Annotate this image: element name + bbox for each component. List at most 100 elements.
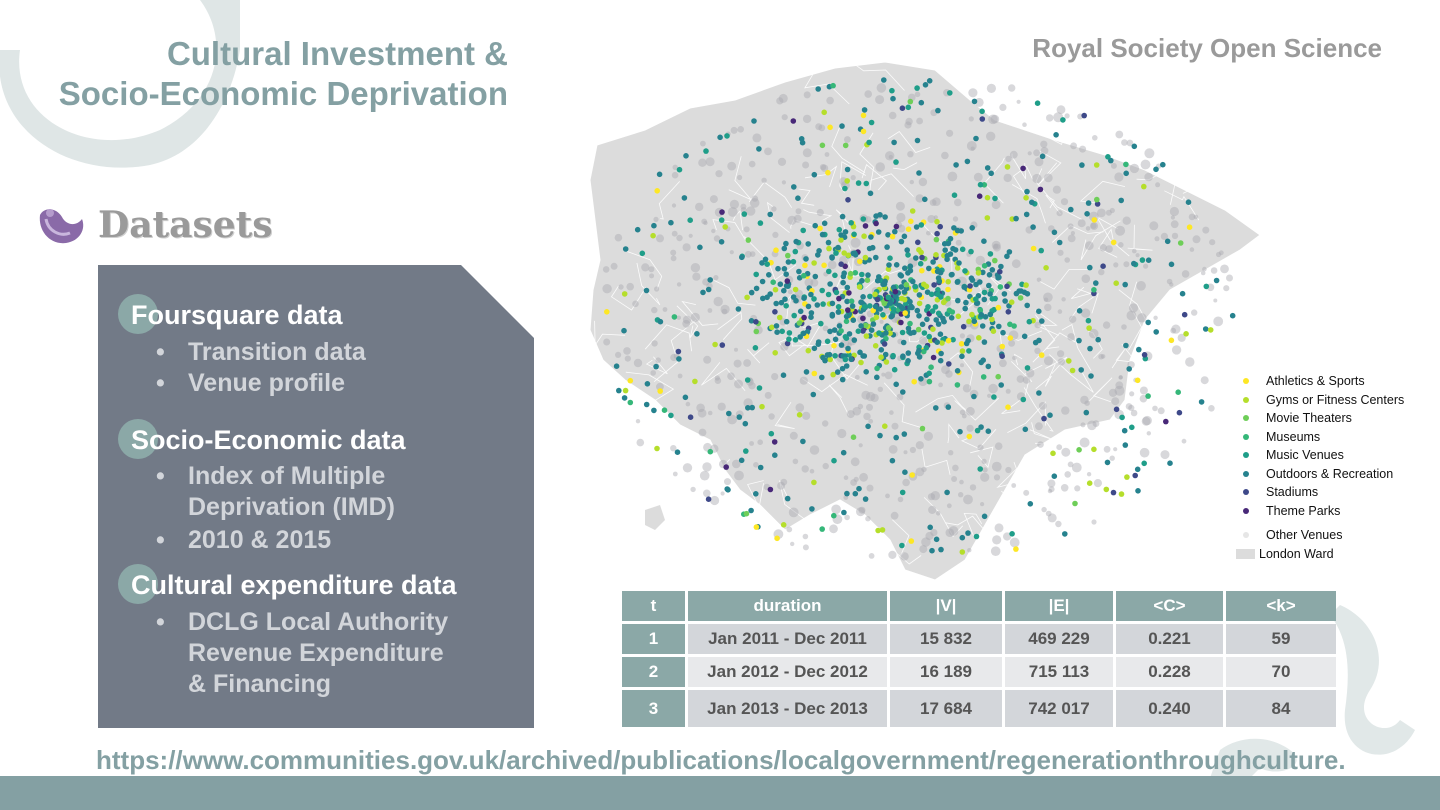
- venue-dot: [783, 271, 789, 277]
- ward-boundary: [831, 127, 866, 173]
- bullet-item: • DCLG Local Authority Revenue Expenditure…: [156, 608, 449, 698]
- other-venue-dot: [1122, 216, 1131, 225]
- venue-dot: [890, 352, 896, 359]
- other-venue-dot: [945, 370, 953, 378]
- venue-dot: [926, 265, 932, 272]
- venue-dot: [933, 405, 939, 411]
- other-venue-dot: [1118, 375, 1123, 380]
- other-venue-dot: [907, 151, 914, 158]
- venue-dot: [923, 345, 930, 351]
- venue-dot: [1198, 399, 1205, 405]
- other-venue-dot: [969, 484, 977, 491]
- other-venue-dot: [1223, 285, 1230, 292]
- map-legend: Athletics & Sports Gyms or Fitness Center…: [1236, 372, 1404, 563]
- venue-dot: [913, 224, 920, 230]
- venue-dot: [1207, 327, 1214, 333]
- other-venue-dot: [921, 537, 931, 547]
- other-venue-dot: [748, 382, 756, 390]
- venue-dot: [1153, 329, 1159, 335]
- venue-dot: [1023, 211, 1030, 218]
- table-cell: 3: [622, 690, 685, 727]
- venue-dot: [846, 290, 852, 296]
- ward-boundary: [828, 384, 850, 416]
- venue-dot: [893, 434, 899, 441]
- other-venue-dot: [1099, 244, 1107, 252]
- venue-dot: [767, 211, 773, 218]
- journal-name: Royal Society Open Science: [1032, 33, 1382, 63]
- legend-item: Stadiums: [1240, 483, 1404, 502]
- venue-dot: [818, 320, 824, 327]
- venue-dot: [808, 291, 814, 298]
- other-venue-dot: [958, 492, 964, 498]
- ward-boundary: [676, 305, 699, 339]
- venue-dot: [1129, 424, 1135, 431]
- venue-dot: [977, 279, 983, 285]
- other-venue-dot: [961, 413, 967, 419]
- table-cell: 84: [1226, 690, 1336, 727]
- other-venue-dot: [1084, 400, 1090, 406]
- other-venue-dot: [818, 124, 826, 132]
- venue-dot: [1121, 427, 1128, 434]
- other-venue-dot: [699, 470, 710, 481]
- bullet-item: • 2010 & 2015: [156, 526, 332, 554]
- other-venue-dot: [703, 355, 712, 364]
- venue-dot: [785, 252, 791, 259]
- other-venue-dot: [1067, 461, 1074, 468]
- other-venue-dot: [919, 336, 928, 345]
- other-venue-dot: [819, 164, 827, 171]
- other-venue-dot: [1090, 222, 1097, 229]
- venue-dot: [692, 378, 698, 385]
- venue-dot: [793, 297, 799, 304]
- other-venue-dot: [1008, 84, 1016, 92]
- venue-dot: [836, 226, 843, 233]
- other-venue-dot: [1061, 297, 1066, 302]
- venue-dot: [900, 339, 907, 346]
- venue-dot: [998, 263, 1004, 270]
- venue-dot: [992, 257, 998, 264]
- ward-boundary: [790, 219, 816, 229]
- source-url-link[interactable]: https://www.communities.gov.uk/archived/…: [96, 745, 1346, 775]
- venue-dot: [772, 286, 779, 293]
- venue-dot: [923, 283, 930, 290]
- other-venue-dot: [743, 226, 750, 233]
- venue-dot: [821, 109, 827, 116]
- ward-boundary: [1035, 309, 1059, 336]
- venue-dot: [1086, 325, 1092, 331]
- venue-dot: [981, 339, 988, 345]
- ward-boundary: [609, 439, 659, 455]
- venue-dot: [944, 252, 951, 259]
- venue-dot: [976, 335, 982, 341]
- venue-dot: [845, 307, 851, 313]
- other-venue-dot: [780, 478, 788, 486]
- other-venue-dot: [1191, 309, 1198, 316]
- other-venue-dot: [993, 243, 999, 249]
- venue-dot: [939, 340, 945, 346]
- ward-boundary: [1069, 292, 1099, 321]
- ward-boundary: [892, 162, 918, 170]
- other-venue-dot: [695, 202, 704, 212]
- venue-dot: [882, 423, 888, 430]
- ward-boundary: [1045, 356, 1068, 374]
- venue-dot: [1108, 157, 1114, 164]
- ward-boundary: [921, 448, 951, 475]
- venue-dot: [860, 328, 866, 334]
- other-venue-dot: [787, 289, 793, 295]
- other-venue-dot: [951, 476, 958, 482]
- other-venue-dot: [890, 511, 899, 520]
- venue-dot: [1110, 489, 1117, 496]
- other-venue-dot: [671, 230, 678, 237]
- venue-dot: [843, 363, 850, 369]
- venue-dot: [819, 287, 825, 294]
- other-venue-dot: [743, 398, 753, 408]
- ward-boundary: [1202, 284, 1231, 303]
- venue-dot: [878, 347, 885, 353]
- venue-dot: [995, 304, 1002, 311]
- venue-dot: [980, 357, 986, 364]
- other-venue-dot: [968, 116, 974, 122]
- venue-dot: [674, 449, 681, 456]
- venue-dot: [842, 185, 848, 192]
- bullet-item: • Venue profile: [156, 369, 345, 397]
- other-venue-dot: [771, 206, 777, 212]
- venue-dot: [1024, 365, 1031, 371]
- legend-swatch: [1243, 532, 1249, 539]
